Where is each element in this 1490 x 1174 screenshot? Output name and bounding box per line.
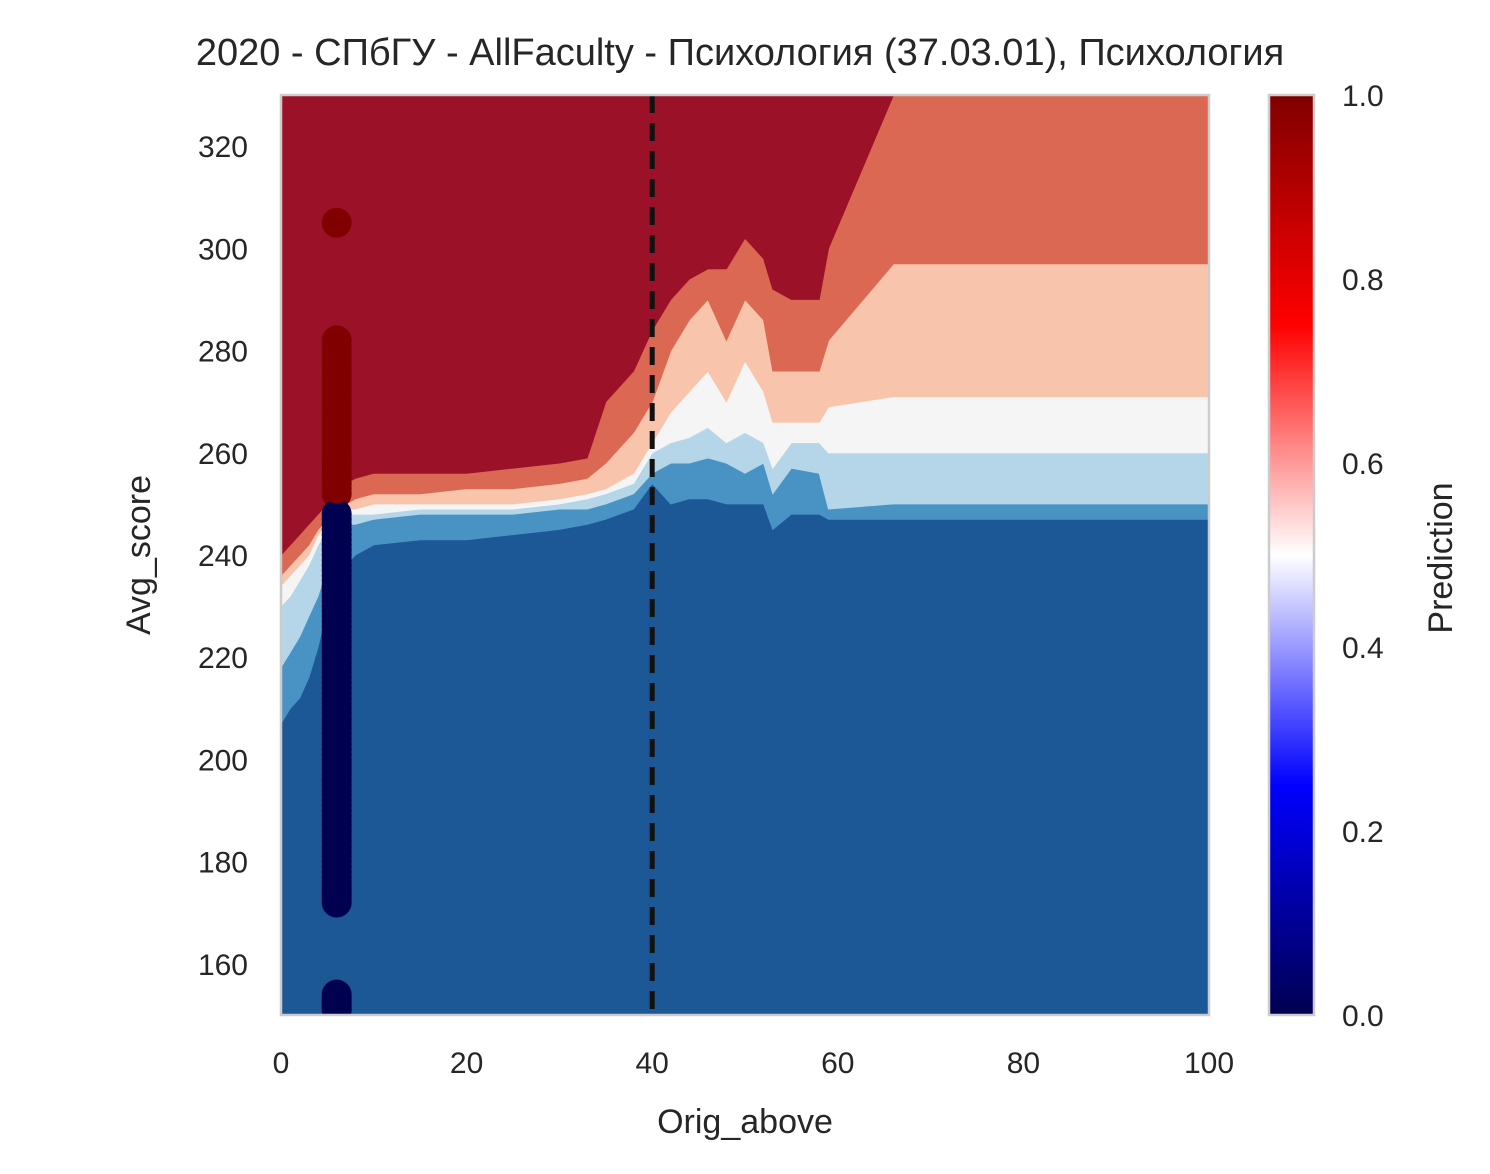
x-tick-label: 40 — [636, 1047, 669, 1080]
x-tick-label: 80 — [1007, 1047, 1040, 1080]
scatter-point — [321, 207, 352, 238]
colorbar-gradient — [1267, 93, 1316, 1017]
colorbar-label: Prediction — [1422, 482, 1460, 633]
colorbar-ticks: 0.0 0.2 0.4 0.6 0.8 1.0 — [1342, 80, 1384, 1033]
scatter-point — [321, 473, 352, 504]
colorbar-tick-label: 0.4 — [1342, 632, 1384, 665]
y-tick-label: 160 — [198, 949, 248, 982]
colorbar-tick-label: 0.2 — [1342, 816, 1384, 849]
y-tick-label: 200 — [198, 744, 248, 777]
x-axis-ticks: 0 20 40 60 80 100 — [273, 1047, 1234, 1080]
colorbar-tick-label: 0.0 — [1342, 1000, 1384, 1033]
colorbar-tick-label: 0.8 — [1342, 264, 1384, 297]
chart-title: 2020 - СПбГУ - AllFaculty - Психология (… — [196, 32, 1284, 74]
y-tick-label: 220 — [198, 642, 248, 675]
x-axis-label: Orig_above — [657, 1103, 833, 1141]
y-tick-label: 240 — [198, 540, 248, 573]
y-tick-label: 260 — [198, 438, 248, 471]
plot-frame — [279, 93, 1211, 1017]
x-tick-label: 20 — [450, 1047, 483, 1080]
x-tick-label: 100 — [1184, 1047, 1234, 1080]
scatter-point — [321, 992, 352, 1015]
y-axis-ticks: 160 180 200 220 240 260 280 300 320 — [198, 131, 248, 982]
scatter-points — [321, 207, 352, 1015]
y-tick-label: 180 — [198, 847, 248, 880]
x-tick-label: 60 — [821, 1047, 854, 1080]
colorbar-tick-label: 1.0 — [1342, 80, 1384, 113]
plot-area — [281, 95, 1209, 1015]
scatter-point — [321, 884, 352, 915]
contour-regions — [281, 95, 1209, 1015]
contour-band-0 — [281, 482, 1209, 1015]
colorbar: 0.0 0.2 0.4 0.6 0.8 1.0 Prediction — [1267, 80, 1460, 1033]
colorbar-tick-label: 0.6 — [1342, 448, 1384, 481]
y-tick-label: 300 — [198, 233, 248, 266]
y-tick-label: 280 — [198, 336, 248, 369]
y-tick-label: 320 — [198, 131, 248, 164]
x-tick-label: 0 — [273, 1047, 290, 1080]
y-axis-label: Avg_score — [120, 475, 158, 635]
